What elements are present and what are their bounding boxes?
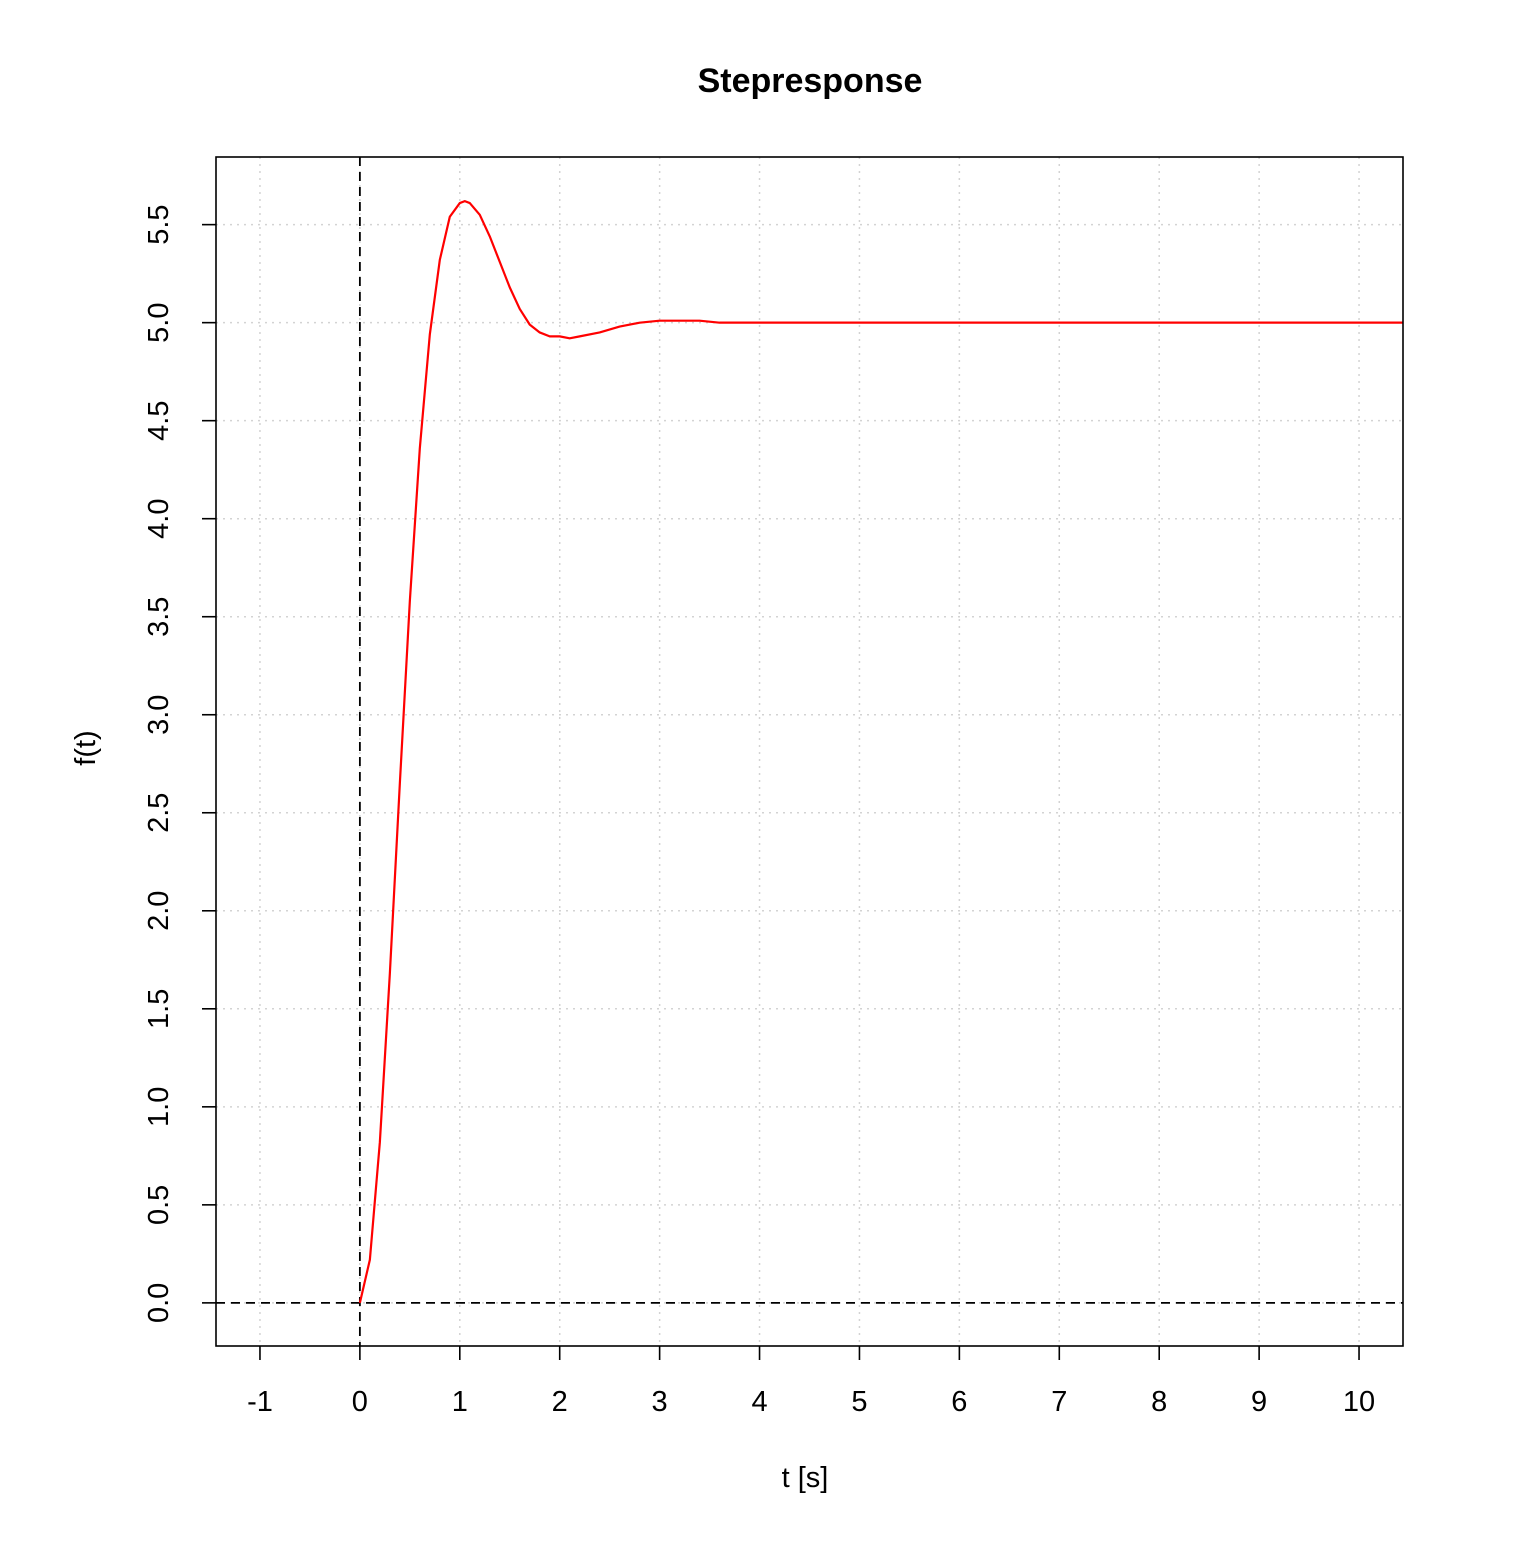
y-tick-label: 4.5	[143, 401, 175, 441]
reference-lines	[216, 157, 1403, 1346]
x-tick-label: -1	[247, 1386, 273, 1418]
x-tick-label: 8	[1151, 1386, 1167, 1418]
chart-title: Stepresponse	[698, 62, 923, 100]
y-tick-label: 0.5	[143, 1185, 175, 1225]
y-tick-label: 4.0	[143, 499, 175, 539]
y-tick-label: 5.5	[143, 204, 175, 244]
x-tick-label: 0	[352, 1386, 368, 1418]
y-tick-label: 2.0	[143, 891, 175, 931]
grid-lines	[216, 157, 1403, 1346]
x-axis-label: t [s]	[782, 1462, 829, 1494]
x-tick-label: 6	[951, 1386, 967, 1418]
x-tick-label: 3	[652, 1386, 668, 1418]
x-tick-label: 10	[1343, 1386, 1375, 1418]
y-tick-label: 5.0	[143, 302, 175, 342]
y-tick-label: 2.5	[143, 793, 175, 833]
x-tick-label: 4	[751, 1386, 767, 1418]
y-axis: 0.0 0.5 1.0 1.5 2.0 2.5 3.0 3.5 4.0 4.5 5.0 5.5	[143, 204, 216, 1323]
x-tick-label: 9	[1251, 1386, 1267, 1418]
y-tick-label: 3.5	[143, 597, 175, 637]
x-tick-label: 1	[452, 1386, 468, 1418]
y-tick-label: 1.5	[143, 989, 175, 1029]
y-tick-label: 0.0	[143, 1283, 175, 1323]
series-layer	[358, 200, 1403, 1304]
x-tick-label: 2	[552, 1386, 568, 1418]
y-axis-label: f(t)	[70, 730, 102, 765]
x-tick-label: 5	[851, 1386, 867, 1418]
plot-frame	[215, 156, 1404, 1347]
y-tick-label: 1.0	[143, 1087, 175, 1127]
series-line-0	[358, 200, 1403, 1304]
x-axis: -1 0 1 2 3 4 5 6 7 8 9 10	[247, 1346, 1375, 1418]
x-tick-label: 7	[1051, 1386, 1067, 1418]
y-tick-label: 3.0	[143, 695, 175, 735]
